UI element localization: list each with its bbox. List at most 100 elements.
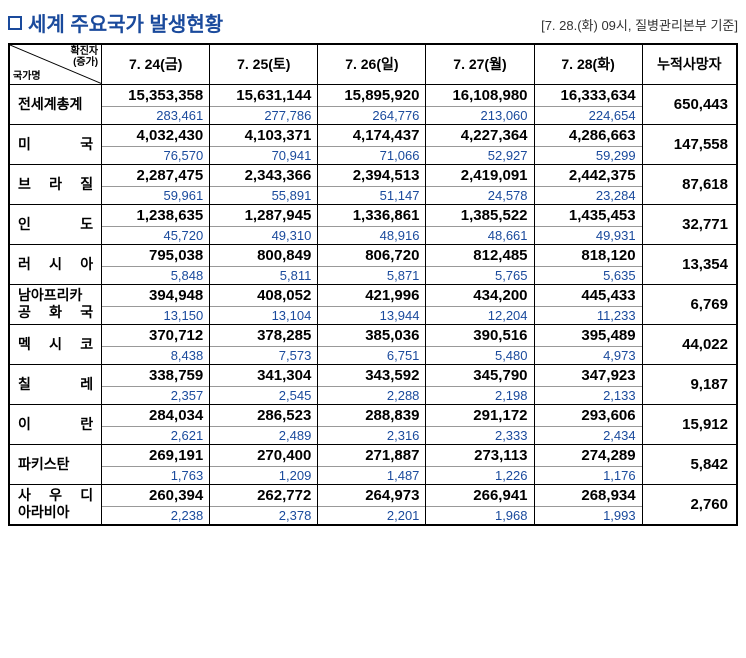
country-cell: 전세계총계 [9, 84, 102, 124]
deaths-cell: 15,912 [642, 404, 737, 444]
value-increment: 2,621 [102, 427, 209, 444]
value-total: 15,631,144 [210, 85, 317, 107]
table-row: 칠 레338,7592,357341,3042,545343,5922,2883… [9, 364, 737, 404]
country-cell: 사 우 디아라비아 [9, 484, 102, 525]
country-cell: 러 시 아 [9, 244, 102, 284]
value-cell: 274,2891,176 [534, 444, 642, 484]
value-cell: 812,4855,765 [426, 244, 534, 284]
value-cell: 273,1131,226 [426, 444, 534, 484]
country-cell: 파키스탄 [9, 444, 102, 484]
value-increment: 49,310 [210, 227, 317, 244]
value-increment: 5,635 [535, 267, 642, 284]
value-total: 341,304 [210, 365, 317, 387]
value-cell: 284,0342,621 [102, 404, 210, 444]
table-row: 사 우 디아라비아260,3942,238262,7722,378264,973… [9, 484, 737, 525]
table-row: 이 란284,0342,621286,5232,489288,8392,3162… [9, 404, 737, 444]
country-cell: 이 란 [9, 404, 102, 444]
value-increment: 11,233 [535, 307, 642, 324]
value-increment: 59,961 [102, 187, 209, 204]
value-cell: 16,108,980213,060 [426, 84, 534, 124]
value-cell: 266,9411,968 [426, 484, 534, 525]
value-cell: 270,4001,209 [210, 444, 318, 484]
value-increment: 2,201 [318, 507, 425, 524]
col-header: 7. 26(일) [318, 44, 426, 84]
value-total: 2,419,091 [426, 165, 533, 187]
deaths-cell: 13,354 [642, 244, 737, 284]
value-total: 390,516 [426, 325, 533, 347]
value-increment: 213,060 [426, 107, 533, 124]
value-total: 1,385,522 [426, 205, 533, 227]
deaths-cell: 9,187 [642, 364, 737, 404]
value-total: 291,172 [426, 405, 533, 427]
country-cell: 남아프리카공 화 국 [9, 284, 102, 324]
deaths-cell: 6,769 [642, 284, 737, 324]
value-total: 271,887 [318, 445, 425, 467]
value-increment: 48,661 [426, 227, 533, 244]
value-increment: 1,176 [535, 467, 642, 484]
value-total: 385,036 [318, 325, 425, 347]
deaths-cell: 44,022 [642, 324, 737, 364]
value-total: 806,720 [318, 245, 425, 267]
value-cell: 4,174,43771,066 [318, 124, 426, 164]
col-header: 누적사망자 [642, 44, 737, 84]
deaths-cell: 2,760 [642, 484, 737, 525]
value-increment: 1,209 [210, 467, 317, 484]
deaths-cell: 147,558 [642, 124, 737, 164]
value-total: 347,923 [535, 365, 642, 387]
value-cell: 395,4894,973 [534, 324, 642, 364]
value-total: 4,103,371 [210, 125, 317, 147]
value-total: 273,113 [426, 445, 533, 467]
value-total: 293,606 [535, 405, 642, 427]
header: 세계 주요국가 발생현황 [7. 28.(화) 09시, 질병관리본부 기준] [8, 8, 738, 37]
value-total: 4,032,430 [102, 125, 209, 147]
value-increment: 76,570 [102, 147, 209, 164]
value-cell: 343,5922,288 [318, 364, 426, 404]
value-total: 818,120 [535, 245, 642, 267]
data-table: 확진자 (증가) 국가명 7. 24(금) 7. 25(토) 7. 26(일) … [8, 43, 738, 526]
value-cell: 806,7205,871 [318, 244, 426, 284]
value-total: 1,238,635 [102, 205, 209, 227]
value-increment: 45,720 [102, 227, 209, 244]
value-cell: 262,7722,378 [210, 484, 318, 525]
value-cell: 1,287,94549,310 [210, 204, 318, 244]
bullet-icon [8, 16, 22, 30]
deaths-cell: 32,771 [642, 204, 737, 244]
value-increment: 5,811 [210, 267, 317, 284]
country-cell: 브 라 질 [9, 164, 102, 204]
value-cell: 2,442,37523,284 [534, 164, 642, 204]
value-total: 370,712 [102, 325, 209, 347]
value-increment: 2,489 [210, 427, 317, 444]
value-cell: 800,8495,811 [210, 244, 318, 284]
value-total: 434,200 [426, 285, 533, 307]
value-increment: 52,927 [426, 147, 533, 164]
value-cell: 408,05213,104 [210, 284, 318, 324]
value-increment: 24,578 [426, 187, 533, 204]
value-cell: 15,895,920264,776 [318, 84, 426, 124]
value-total: 445,433 [535, 285, 642, 307]
value-cell: 260,3942,238 [102, 484, 210, 525]
value-cell: 15,353,358283,461 [102, 84, 210, 124]
value-increment: 1,487 [318, 467, 425, 484]
value-increment: 224,654 [535, 107, 642, 124]
title-wrap: 세계 주요국가 발생현황 [8, 8, 223, 37]
value-total: 1,435,453 [535, 205, 642, 227]
table-row: 브 라 질2,287,47559,9612,343,36655,8912,394… [9, 164, 737, 204]
value-cell: 1,336,86148,916 [318, 204, 426, 244]
value-total: 2,287,475 [102, 165, 209, 187]
value-total: 15,895,920 [318, 85, 425, 107]
value-increment: 283,461 [102, 107, 209, 124]
value-total: 270,400 [210, 445, 317, 467]
value-increment: 23,284 [535, 187, 642, 204]
col-header: 7. 25(토) [210, 44, 318, 84]
value-total: 394,948 [102, 285, 209, 307]
value-increment: 5,871 [318, 267, 425, 284]
value-increment: 2,198 [426, 387, 533, 404]
value-total: 266,941 [426, 485, 533, 507]
value-total: 2,442,375 [535, 165, 642, 187]
table-row: 인 도1,238,63545,7201,287,94549,3101,336,8… [9, 204, 737, 244]
value-increment: 49,931 [535, 227, 642, 244]
table-row: 파키스탄269,1911,763270,4001,209271,8871,487… [9, 444, 737, 484]
table-row: 러 시 아795,0385,848800,8495,811806,7205,87… [9, 244, 737, 284]
value-cell: 4,286,66359,299 [534, 124, 642, 164]
value-increment: 12,204 [426, 307, 533, 324]
